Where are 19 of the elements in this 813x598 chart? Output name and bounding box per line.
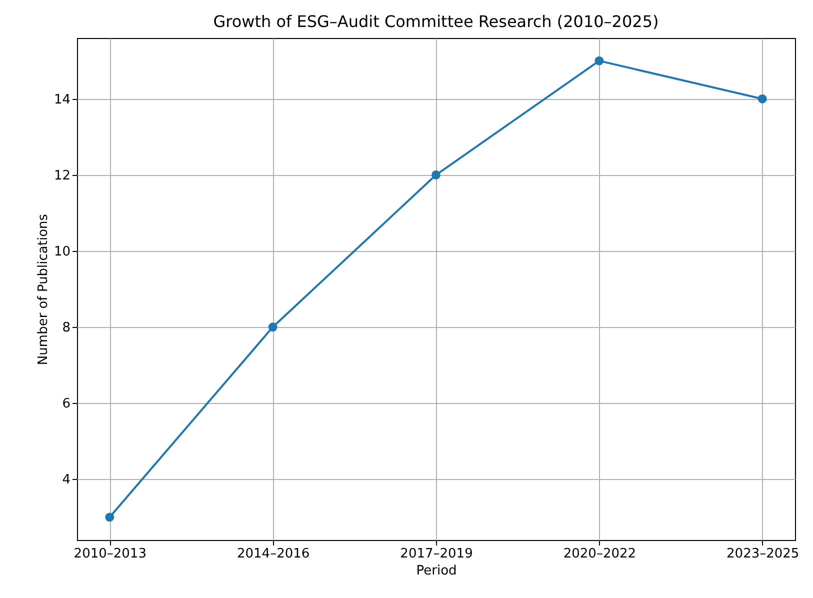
y-tick-label: 12 bbox=[54, 168, 70, 184]
point bbox=[105, 512, 114, 522]
point bbox=[594, 56, 604, 66]
x-tick-label: 2017–2019 bbox=[400, 546, 473, 562]
y-axis-title: Number of Publications bbox=[36, 214, 51, 366]
x-tick-label: 2014–2016 bbox=[236, 546, 310, 562]
x-tick-label: 2020–2022 bbox=[563, 546, 636, 562]
point bbox=[268, 322, 278, 332]
x-tick-label: 2010–2013 bbox=[74, 546, 146, 562]
y-tick-label: 4 bbox=[62, 472, 70, 488]
y-tick-label: 14 bbox=[54, 92, 70, 108]
y-tick-label: 10 bbox=[54, 244, 70, 260]
y-tick-label: 8 bbox=[62, 320, 70, 336]
point bbox=[432, 170, 440, 180]
chart-title: Growth of ESG–Audit Committee Research (2010–2025) bbox=[213, 12, 659, 31]
point bbox=[758, 94, 767, 104]
x-tick-label: 2023–2025 bbox=[726, 546, 800, 562]
y-tick-label: 6 bbox=[62, 396, 70, 412]
x-axis-title: Period bbox=[416, 564, 457, 578]
